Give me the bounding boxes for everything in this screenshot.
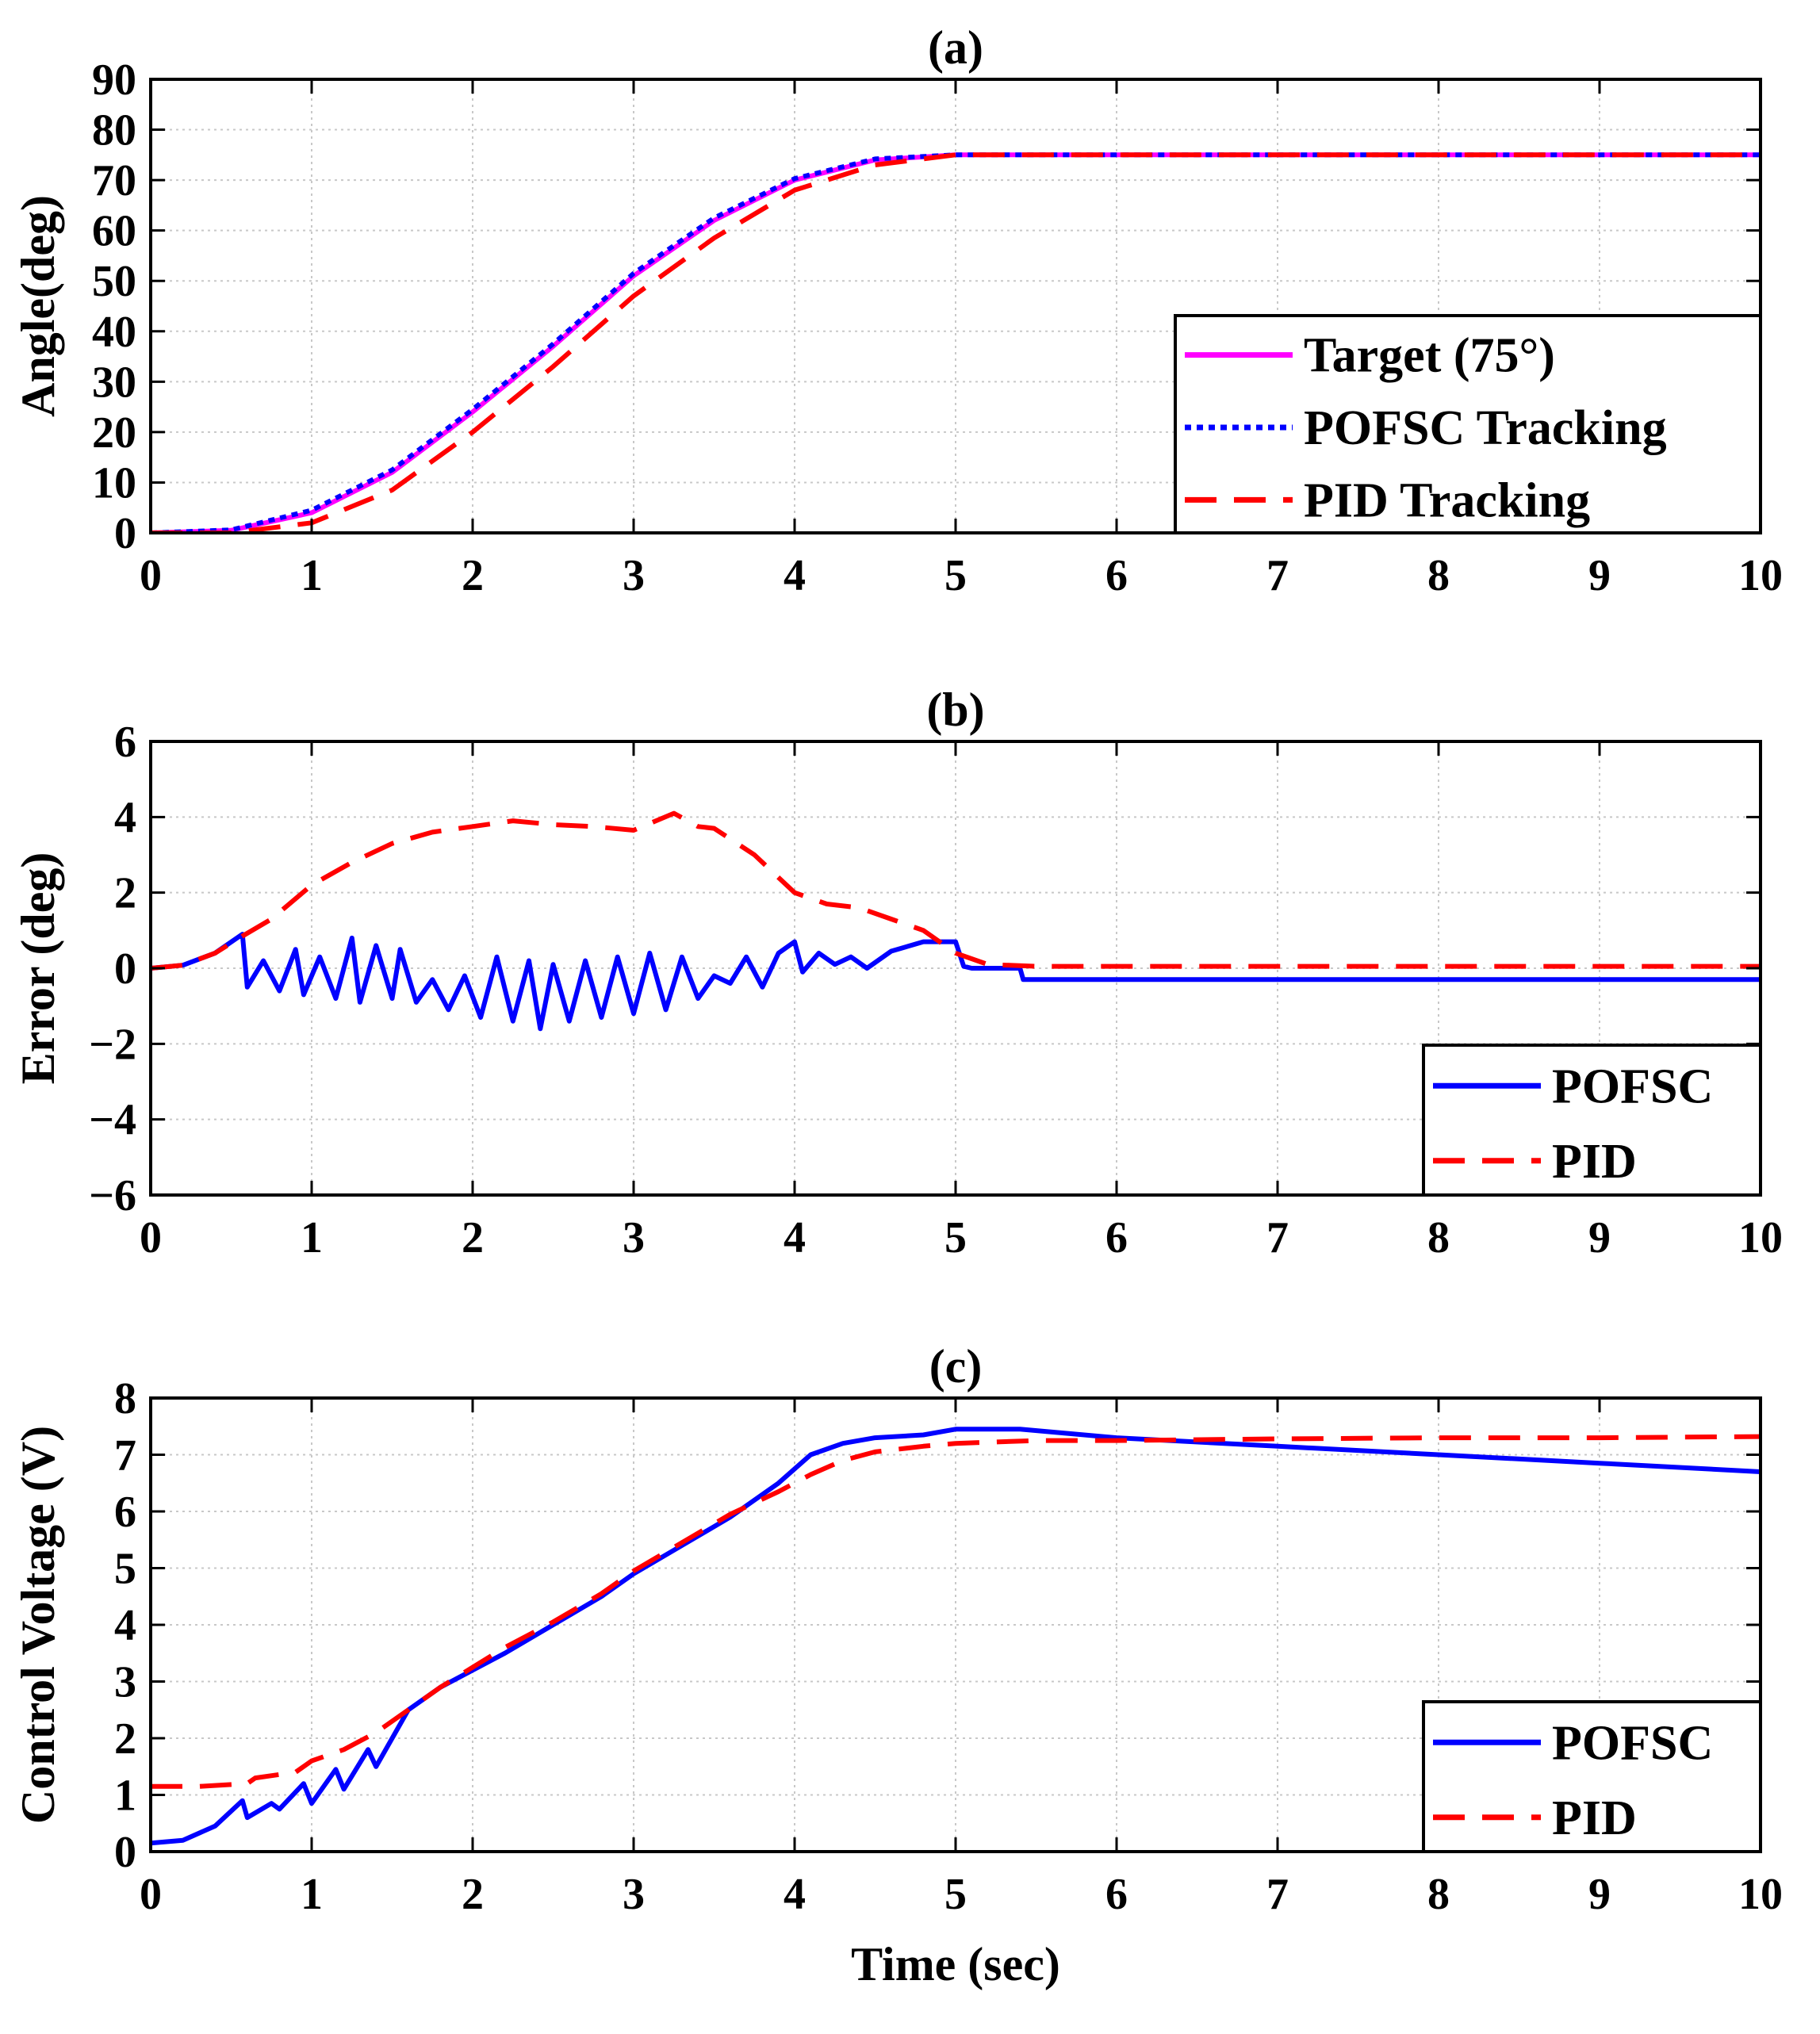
legend: POFSC PID [1422, 1700, 1762, 1853]
x-tick-label: 3 [623, 551, 645, 600]
y-tick-label: 6 [114, 1488, 136, 1537]
x-tick-label: 5 [944, 551, 967, 600]
x-tick-label: 0 [140, 1870, 162, 1919]
x-tick-label: 3 [623, 1213, 645, 1262]
y-tick-label: 0 [114, 509, 136, 558]
x-tick-label: 8 [1427, 551, 1450, 600]
x-tick-label: 1 [301, 1213, 323, 1262]
y-tick-label: 1 [114, 1772, 136, 1821]
series-line-pid [151, 1434, 1761, 1789]
y-tick-label: 0 [114, 944, 136, 994]
x-tick-label: 8 [1427, 1870, 1450, 1919]
y-tick-label: −4 [89, 1096, 136, 1145]
y-axis-label: Angle(deg) [12, 195, 64, 417]
legend-label: POFSC [1552, 1716, 1713, 1770]
legend-label: Target (75°) [1304, 329, 1555, 383]
x-tick-label: 1 [301, 1870, 323, 1919]
series-line-pid-tracking [151, 152, 1761, 533]
y-tick-label: 8 [114, 1374, 136, 1423]
x-tick-label: 4 [784, 1870, 806, 1919]
panel-a: 0 1 2 3 4 5 6 7 8 9 100102030405060708090(a)Angle(… [12, 21, 1783, 600]
x-tick-label: 2 [462, 551, 484, 600]
x-tick-label: 10 [1738, 551, 1783, 600]
x-tick-label: 1 [301, 551, 323, 600]
x-tick-label: 10 [1738, 1213, 1783, 1262]
y-tick-label: 20 [92, 408, 136, 458]
x-tick-label: 6 [1105, 551, 1128, 600]
legend-box [1422, 1700, 1762, 1853]
y-tick-label: 5 [114, 1545, 136, 1594]
legend-box [1174, 314, 1762, 534]
legend-label: PID [1552, 1791, 1637, 1845]
x-tick-label: 9 [1588, 1213, 1611, 1262]
x-tick-label: 5 [944, 1870, 967, 1919]
legend-box [1422, 1044, 1762, 1197]
x-tick-label: 0 [140, 1213, 162, 1262]
panel-title: (b) [926, 684, 984, 736]
y-tick-label: 2 [114, 1714, 136, 1764]
y-axis-label: Error (deg) [12, 852, 64, 1085]
y-tick-label: 50 [92, 257, 136, 306]
legend-label: PID [1552, 1135, 1637, 1189]
x-tick-label: 3 [623, 1870, 645, 1919]
x-tick-label: 8 [1427, 1213, 1450, 1262]
legend-label: POFSC Tracking [1304, 401, 1667, 455]
y-tick-label: 7 [114, 1431, 136, 1480]
y-tick-label: 3 [114, 1658, 136, 1707]
x-tick-label: 7 [1266, 1213, 1289, 1262]
panel-title: (a) [928, 21, 983, 74]
legend-label: PID Tracking [1304, 473, 1590, 527]
y-tick-label: 70 [92, 156, 136, 205]
x-tick-label: 6 [1105, 1213, 1128, 1262]
x-tick-label: 10 [1738, 1870, 1783, 1919]
y-axis-label: Control Voltage (V) [12, 1426, 64, 1824]
x-tick-label: 9 [1588, 1870, 1611, 1919]
y-tick-label: 4 [114, 793, 136, 842]
x-tick-label: 7 [1266, 551, 1289, 600]
y-tick-label: 2 [114, 869, 136, 918]
y-tick-label: 0 [114, 1828, 136, 1877]
x-tick-label: 2 [462, 1213, 484, 1262]
y-tick-label: 60 [92, 207, 136, 256]
x-tick-label: 6 [1105, 1870, 1128, 1919]
x-tick-label: 7 [1266, 1870, 1289, 1919]
legend: POFSC PID [1422, 1044, 1762, 1197]
x-tick-label: 0 [140, 551, 162, 600]
y-tick-label: 4 [114, 1601, 136, 1650]
series-line-pofsc [151, 1427, 1761, 1846]
legend-label: POFSC [1552, 1059, 1713, 1113]
y-tick-label: 30 [92, 358, 136, 407]
panel-title: (c) [929, 1340, 983, 1392]
x-tick-label: 4 [784, 551, 806, 600]
y-tick-label: 10 [92, 458, 136, 508]
x-axis-label: Time (sec) [851, 1938, 1060, 1990]
y-tick-label: −2 [89, 1020, 136, 1069]
y-tick-label: 80 [92, 106, 136, 155]
x-tick-label: 5 [944, 1213, 967, 1262]
series-line-pofsc-tracking [151, 152, 1761, 533]
y-tick-label: −6 [89, 1171, 136, 1220]
legend: Target (75°) POFSC Tracking PID Tracking [1174, 314, 1762, 534]
y-tick-label: 90 [92, 56, 136, 105]
x-tick-label: 4 [784, 1213, 806, 1262]
x-tick-label: 9 [1588, 551, 1611, 600]
y-tick-label: 6 [114, 718, 136, 767]
series-line-pid [151, 810, 1761, 971]
x-tick-label: 2 [462, 1870, 484, 1919]
panel-b: 0 1 2 3 4 5 6 7 8 9 10 −6 −4 −2 0 2 4 6 (b) Error (deg) POFS… [12, 684, 1783, 1262]
y-tick-label: 40 [92, 308, 136, 357]
